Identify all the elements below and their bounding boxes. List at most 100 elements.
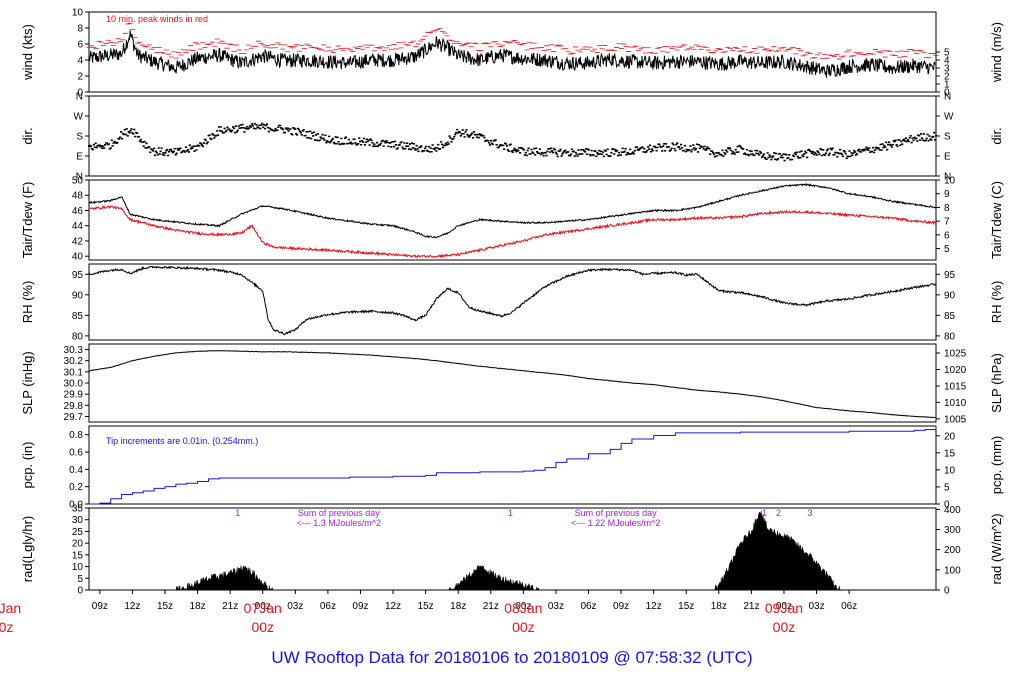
x-tick-label: 03z xyxy=(287,601,303,612)
left-tick-label: N xyxy=(76,172,83,183)
x-tick-label: 18z xyxy=(450,601,466,612)
radiation-annotation: 1 xyxy=(762,508,767,518)
day-label-time: 00z xyxy=(512,619,535,635)
day-label-time: 00z xyxy=(251,619,274,635)
right-tick-label: 20 xyxy=(944,431,956,442)
x-tick-label: 12z xyxy=(124,601,140,612)
left-tick-label: 30.3 xyxy=(64,345,84,356)
x-tick-label: 06z xyxy=(320,601,336,612)
left-tick-label: 2 xyxy=(77,72,83,83)
radiation-annotation: 3 xyxy=(808,508,813,518)
right-tick-label: 90 xyxy=(944,290,956,301)
left-tick-label: 30 xyxy=(72,515,84,526)
right-tick-label: 85 xyxy=(944,311,956,322)
right-tick-label: 1025 xyxy=(944,349,967,360)
right-axis-label: SLP (hPa) xyxy=(989,353,1004,413)
panel-annotation: 10 min. peak winds in red xyxy=(106,14,208,24)
left-tick-label: 0.6 xyxy=(69,448,83,459)
right-tick-label: 5 xyxy=(944,48,950,59)
left-tick-label: 0 xyxy=(77,88,83,99)
right-tick-label: 1015 xyxy=(944,382,967,393)
right-tick-label: 5 xyxy=(944,244,950,255)
left-tick-label: 85 xyxy=(72,311,84,322)
left-tick-label: 29.7 xyxy=(64,412,84,423)
right-tick-label: 10 xyxy=(944,176,956,187)
right-tick-label: 4 xyxy=(944,56,950,67)
right-axis-label: pcp. (mm) xyxy=(989,436,1004,495)
left-tick-label: 0 xyxy=(77,586,83,597)
x-tick-label: 00z xyxy=(515,601,531,612)
left-tick-label: 4 xyxy=(77,56,83,67)
left-tick-label: 10 xyxy=(72,562,84,573)
right-tick-label: 200 xyxy=(944,545,961,556)
right-axis-label: RH (%) xyxy=(989,281,1004,324)
right-tick-label: 9 xyxy=(944,189,950,200)
x-tick-label: 03z xyxy=(548,601,564,612)
left-axis-label: Tair/Tdew (F) xyxy=(20,182,35,259)
left-tick-label: 0.4 xyxy=(69,465,83,476)
day-label-date: 06Jan xyxy=(0,600,21,616)
radiation-annotation: 1 xyxy=(235,508,240,518)
right-axis-label: rad (W/m^2) xyxy=(989,513,1004,584)
right-tick-label: 1005 xyxy=(944,414,967,425)
left-tick-label: 0.0 xyxy=(69,500,83,511)
right-tick-label: 0 xyxy=(944,586,950,597)
left-tick-label: E xyxy=(76,152,83,163)
series-slp xyxy=(88,349,937,419)
left-tick-label: 29.9 xyxy=(64,390,84,401)
right-tick-label: 6 xyxy=(944,230,950,241)
series-tdew xyxy=(88,204,937,259)
left-tick-label: 30.1 xyxy=(64,367,84,378)
x-tick-label: 21z xyxy=(743,601,759,612)
radiation-annotation: Sum of previous day xyxy=(298,508,381,518)
right-tick-label: 1 xyxy=(944,80,950,91)
panel-temp: 40 42 44 46 48 50 5 6 7 8 9 10 Tair/Tdew (F) Tair/Tde… xyxy=(20,176,1004,263)
x-tick-label: 03z xyxy=(808,601,824,612)
series-rh xyxy=(88,265,937,336)
right-tick-label: 80 xyxy=(944,331,956,342)
right-axis-label: wind (m/s) xyxy=(989,22,1004,83)
left-tick-label: 46 xyxy=(72,206,84,217)
panel-frame xyxy=(88,343,937,423)
chart-title: UW Rooftop Data for 20180106 to 20180109… xyxy=(271,648,753,667)
left-tick-label: 35 xyxy=(72,504,84,515)
left-tick-label: 10 xyxy=(72,8,84,19)
x-tick-label: 06z xyxy=(841,601,857,612)
radiation-annotation: 1 xyxy=(508,508,513,518)
right-tick-label: S xyxy=(944,132,951,143)
series-precipitation xyxy=(89,426,937,505)
left-axis-label: dir. xyxy=(20,127,35,144)
left-tick-label: 30.2 xyxy=(64,356,84,367)
x-tick-label: 09z xyxy=(352,601,368,612)
right-tick-label: N xyxy=(944,92,951,103)
x-tick-label: 21z xyxy=(222,601,238,612)
left-tick-label: 30.0 xyxy=(64,379,84,390)
right-axis-label: Tair/Tdew (C) xyxy=(989,181,1004,259)
right-tick-label: 7 xyxy=(944,217,950,228)
x-tick-label: 00z xyxy=(776,601,792,612)
left-tick-label: 50 xyxy=(72,176,84,187)
right-tick-label: 0 xyxy=(944,88,950,99)
day-label-date: 08Jan xyxy=(504,600,542,616)
left-axis-label: SLP (inHg) xyxy=(20,351,35,414)
right-tick-label: E xyxy=(944,152,951,163)
right-tick-label: 10 xyxy=(944,465,956,476)
left-tick-label: 0.2 xyxy=(69,482,83,493)
left-tick-label: 44 xyxy=(72,221,84,232)
radiation-annotation: <--- 1.3 MJoules/m^2 xyxy=(297,518,382,528)
day-label-time: 00z xyxy=(0,619,13,635)
series-tair xyxy=(88,183,937,239)
panel-annotation: Tip increments are 0.01in. (0.254mm.) xyxy=(106,436,258,446)
series-wind-direction xyxy=(88,122,938,162)
right-tick-label: 15 xyxy=(944,448,956,459)
left-tick-label: 95 xyxy=(72,270,84,281)
right-tick-label: 95 xyxy=(944,270,956,281)
radiation-annotation: <--- 1.22 MJoules/m^2 xyxy=(571,518,661,528)
x-tick-label: 06z xyxy=(580,601,596,612)
left-tick-label: 25 xyxy=(72,527,84,538)
right-tick-label: 300 xyxy=(944,525,961,536)
right-tick-label: 2 xyxy=(944,72,950,83)
